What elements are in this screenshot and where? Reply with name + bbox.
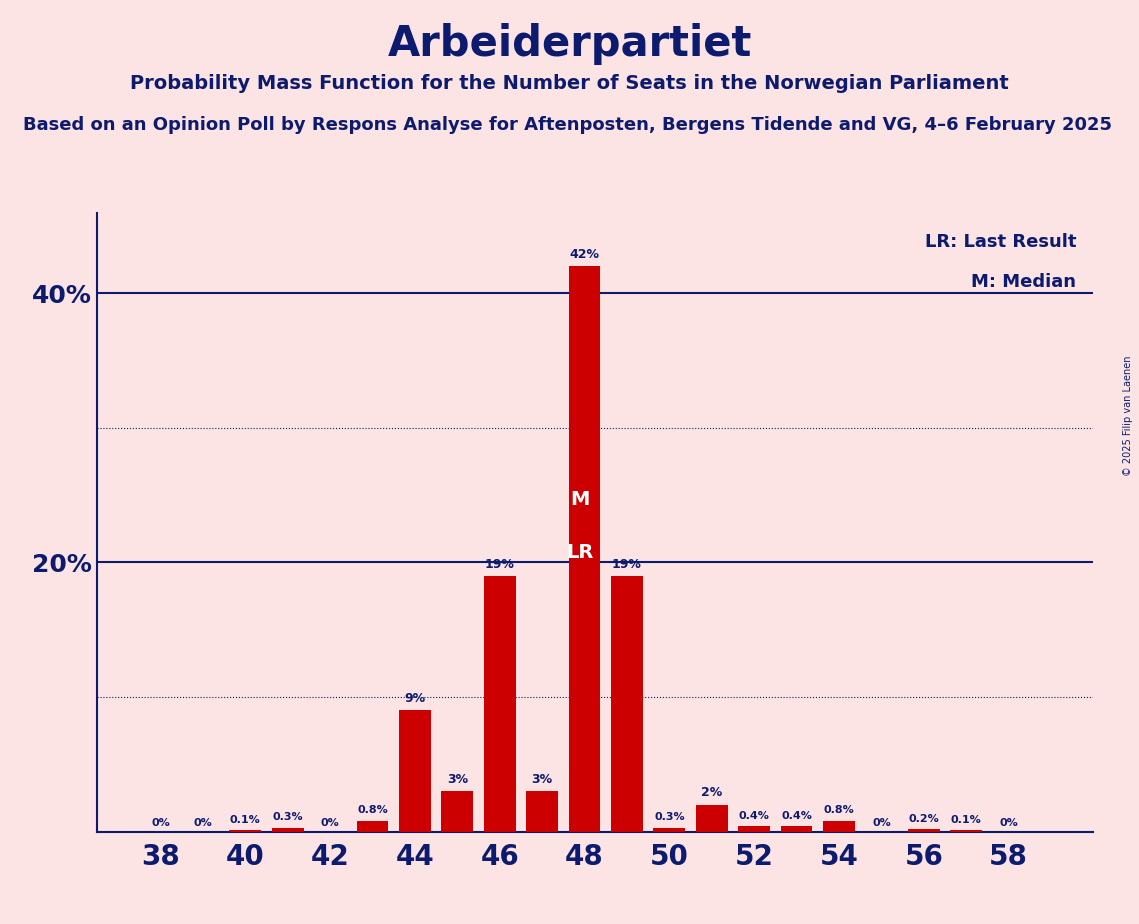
Text: 0%: 0% bbox=[872, 819, 891, 828]
Bar bbox=[484, 576, 516, 832]
Text: 0%: 0% bbox=[321, 819, 339, 828]
Bar bbox=[272, 828, 304, 832]
Text: 0.4%: 0.4% bbox=[781, 811, 812, 821]
Text: 3%: 3% bbox=[532, 772, 552, 785]
Text: 19%: 19% bbox=[612, 557, 642, 570]
Bar bbox=[442, 791, 473, 832]
Bar bbox=[823, 821, 855, 832]
Text: © 2025 Filip van Laenen: © 2025 Filip van Laenen bbox=[1123, 356, 1133, 476]
Text: Arbeiderpartiet: Arbeiderpartiet bbox=[387, 23, 752, 65]
Text: 0.8%: 0.8% bbox=[358, 806, 388, 816]
Bar bbox=[568, 266, 600, 832]
Bar bbox=[357, 821, 388, 832]
Bar bbox=[696, 805, 728, 832]
Text: 0%: 0% bbox=[194, 819, 212, 828]
Text: 42%: 42% bbox=[570, 248, 599, 261]
Text: 0.3%: 0.3% bbox=[272, 812, 303, 822]
Bar bbox=[780, 826, 812, 832]
Bar bbox=[399, 711, 431, 832]
Text: 0.1%: 0.1% bbox=[230, 815, 261, 825]
Text: 0.4%: 0.4% bbox=[739, 811, 770, 821]
Text: 0.1%: 0.1% bbox=[951, 815, 982, 825]
Text: 0.3%: 0.3% bbox=[654, 812, 685, 822]
Text: M: Median: M: Median bbox=[972, 274, 1076, 291]
Text: LR: Last Result: LR: Last Result bbox=[925, 233, 1076, 250]
Text: 0.8%: 0.8% bbox=[823, 806, 854, 816]
Text: LR: LR bbox=[566, 543, 593, 563]
Bar bbox=[229, 831, 261, 832]
Bar bbox=[526, 791, 558, 832]
Text: M: M bbox=[571, 490, 590, 508]
Text: 0.2%: 0.2% bbox=[909, 813, 940, 823]
Text: 19%: 19% bbox=[485, 557, 515, 570]
Bar bbox=[738, 826, 770, 832]
Bar bbox=[950, 831, 982, 832]
Text: 3%: 3% bbox=[446, 772, 468, 785]
Text: 2%: 2% bbox=[702, 786, 722, 799]
Text: 0%: 0% bbox=[151, 819, 170, 828]
Text: Probability Mass Function for the Number of Seats in the Norwegian Parliament: Probability Mass Function for the Number… bbox=[130, 74, 1009, 93]
Text: Based on an Opinion Poll by Respons Analyse for Aftenposten, Bergens Tidende and: Based on an Opinion Poll by Respons Anal… bbox=[23, 116, 1112, 133]
Bar bbox=[654, 828, 686, 832]
Bar bbox=[611, 576, 642, 832]
Text: 9%: 9% bbox=[404, 692, 426, 705]
Text: 0%: 0% bbox=[999, 819, 1018, 828]
Bar bbox=[908, 829, 940, 832]
